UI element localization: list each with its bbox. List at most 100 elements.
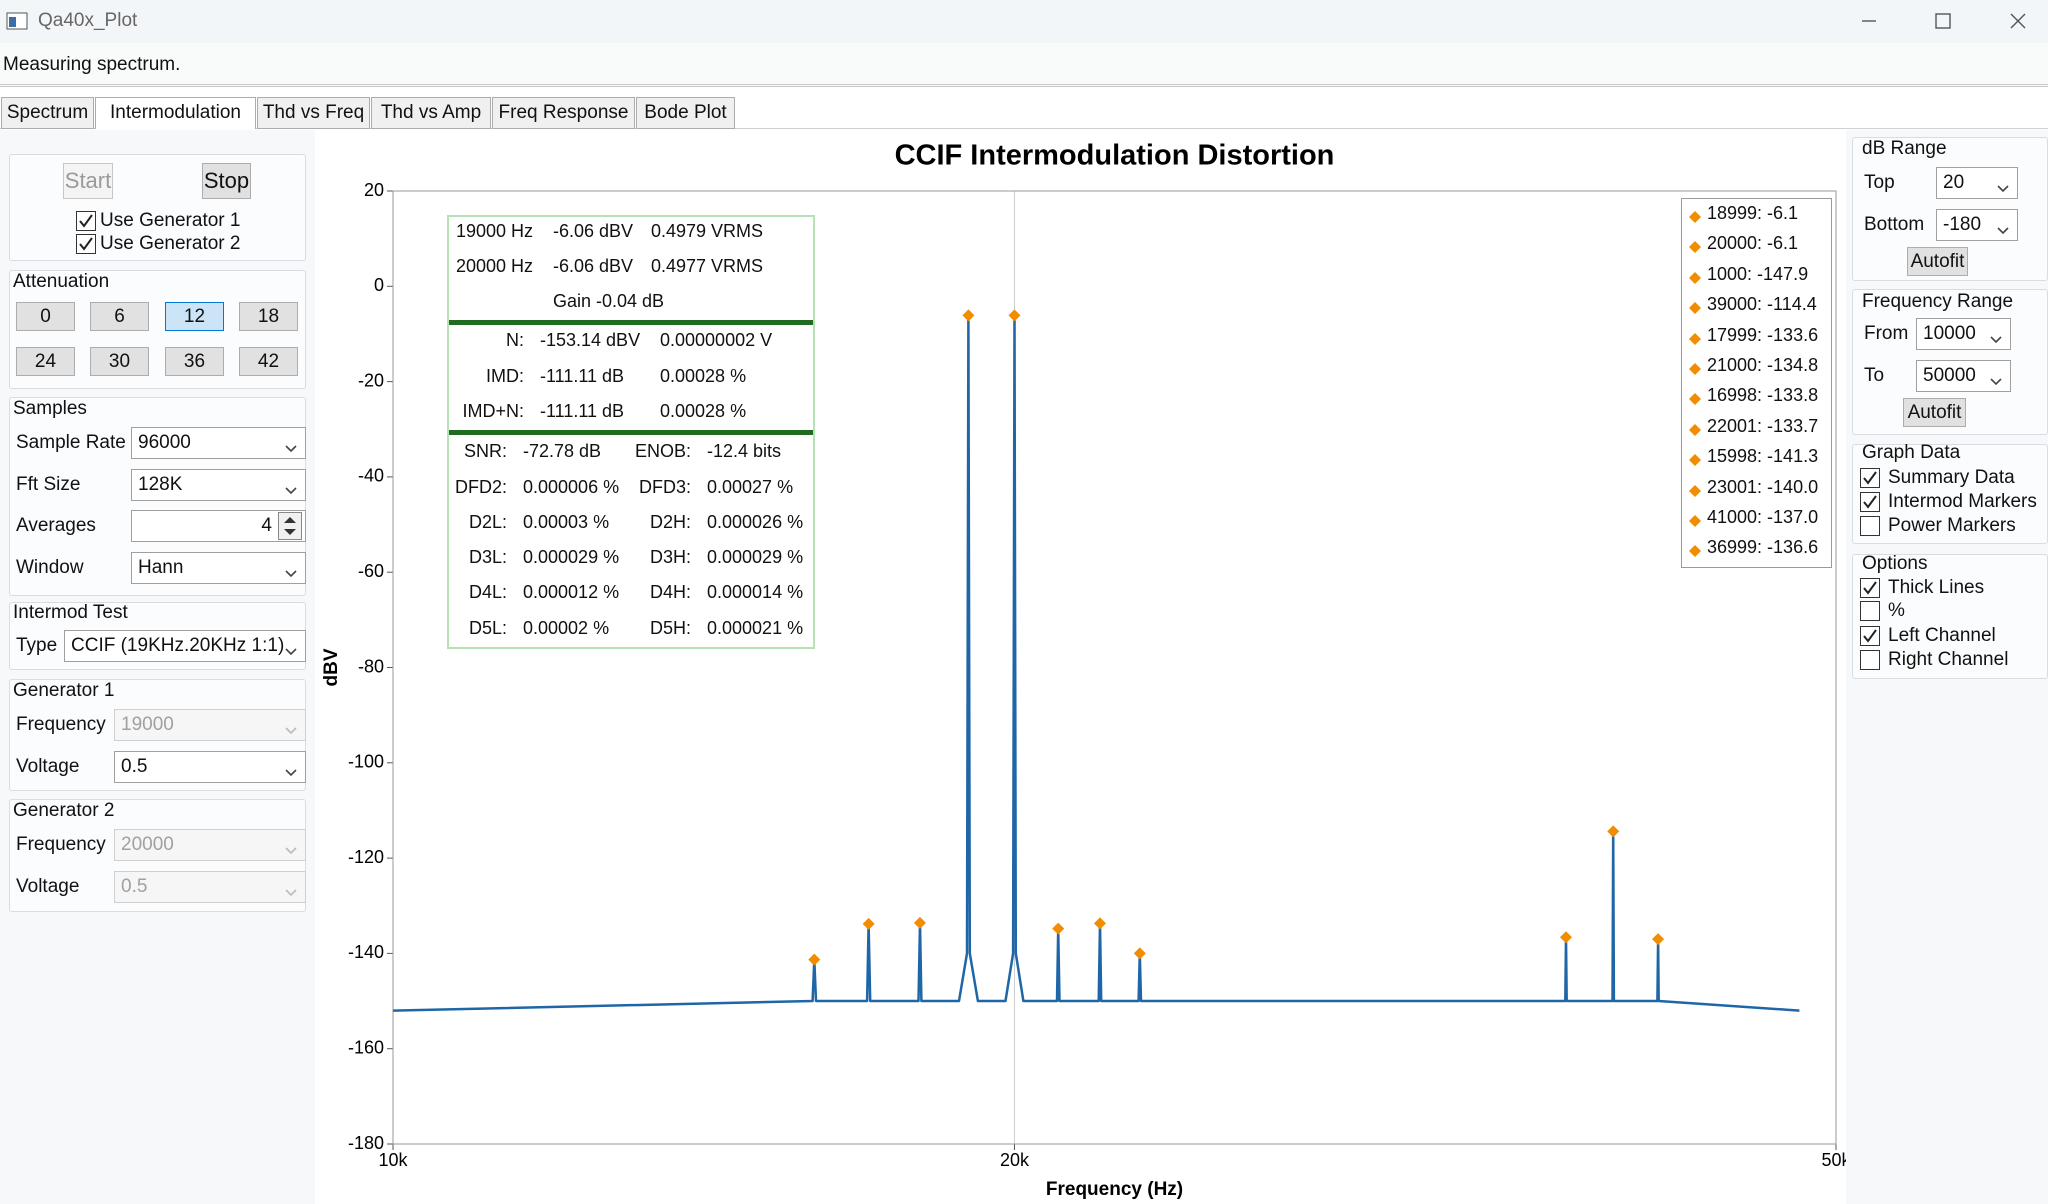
field-label: Voltage [16, 756, 80, 777]
attenuation-button[interactable]: 18 [239, 302, 298, 331]
dropdown[interactable] [131, 552, 306, 584]
icon [1689, 329, 1701, 345]
tab[interactable]: Spectrum [1, 97, 94, 129]
y-tick-label: -60 [358, 561, 384, 581]
summary-cell: 20000 Hz [456, 256, 534, 276]
summary-cell: DFD2: [454, 477, 507, 497]
checkbox[interactable] [1860, 601, 1880, 621]
icon [1934, 12, 1952, 30]
dropdown[interactable] [131, 427, 306, 459]
x-axis-label: Frequency (Hz) [1046, 1179, 1183, 1200]
checkbox-label: Use Generator 1 [100, 210, 241, 231]
tab[interactable]: Intermodulation [95, 97, 256, 129]
icon-glyph [1689, 545, 1701, 558]
tab[interactable]: Thd vs Freq [257, 97, 370, 129]
marker-legend-label: 41000: -137.0 [1707, 507, 1819, 527]
field-value: 20000 [121, 834, 174, 855]
x-tick-label: 10k [378, 1150, 408, 1170]
dropdown[interactable] [131, 469, 306, 501]
icon [284, 762, 298, 777]
attenuation-button[interactable]: 24 [16, 347, 75, 376]
dropdown[interactable] [1936, 167, 2018, 199]
field-label: Voltage [16, 876, 80, 897]
summary-cell: IMD: [486, 366, 524, 386]
attenuation-button[interactable]: 6 [90, 302, 149, 331]
checkbox[interactable] [76, 211, 96, 231]
tab[interactable]: Freq Response [492, 97, 635, 129]
tab[interactable]: Bode Plot [636, 97, 735, 129]
summary-cell: SNR: [463, 441, 507, 461]
status-bar [0, 43, 2048, 87]
y-tick-label: -80 [358, 656, 384, 676]
field-value: 128K [138, 474, 183, 495]
tab-strip-line [0, 128, 2048, 129]
y-tick-label: -180 [348, 1133, 384, 1153]
summary-cell: -111.11 dB [540, 401, 625, 421]
checkbox[interactable] [76, 234, 96, 254]
summary-cell: -6.06 dBV [553, 221, 634, 241]
marker [808, 953, 821, 966]
group-title: Intermod Test [13, 602, 128, 623]
y-tick-label: -100 [348, 752, 384, 772]
dropdown[interactable] [1936, 209, 2018, 241]
marker [1560, 931, 1573, 944]
icon [1996, 220, 2010, 235]
dropdown [114, 829, 306, 861]
checkbox[interactable] [1860, 626, 1880, 646]
button[interactable]: Autofit [1907, 247, 1968, 276]
check-mark [1863, 495, 1877, 509]
attenuation-button[interactable]: 42 [239, 347, 298, 376]
tab[interactable]: Thd vs Amp [371, 97, 491, 129]
icon-glyph [1689, 423, 1701, 436]
attenuation-button[interactable]: 30 [90, 347, 149, 376]
dropdown[interactable] [64, 630, 306, 662]
checkbox[interactable] [1860, 468, 1880, 488]
icon-glyph [1990, 336, 2002, 344]
summary-cell: IMD+N: [462, 401, 524, 421]
icon [284, 438, 298, 453]
checkbox[interactable] [1860, 650, 1880, 670]
y-tick-label: -160 [348, 1037, 384, 1057]
marker [1607, 825, 1620, 838]
marker [962, 309, 975, 322]
spin-box[interactable] [131, 510, 306, 542]
group-title: Graph Data [1862, 442, 1961, 463]
icon [1689, 541, 1701, 558]
dropdown[interactable] [1916, 360, 2011, 392]
icon-glyph [1689, 302, 1701, 315]
marker [1008, 309, 1021, 322]
icon [1689, 268, 1701, 284]
marker-legend-label: 21000: -134.8 [1707, 355, 1819, 375]
summary-cell: -72.78 dB [523, 441, 602, 461]
summary-cell: -153.14 dBV [540, 330, 641, 350]
icon [284, 641, 298, 656]
y-tick-label: -120 [348, 847, 384, 867]
field-label: Top [1864, 172, 1895, 193]
chart-title: CCIF Intermodulation Distortion [895, 140, 1335, 172]
summary-cell: D5L: [468, 618, 507, 638]
icon [1689, 298, 1701, 315]
attenuation-button[interactable]: 36 [165, 347, 224, 376]
checkbox[interactable] [1860, 516, 1880, 536]
button[interactable]: Autofit [1903, 398, 1966, 427]
attenuation-button[interactable]: 12 [165, 302, 224, 331]
dropdown[interactable] [114, 751, 306, 783]
checkbox[interactable] [1860, 578, 1880, 598]
button[interactable]: Stop [202, 163, 251, 199]
summary-cell: D2L: [468, 512, 507, 532]
field-value: 0.5 [121, 876, 148, 897]
summary-cell: 0.00003 % [523, 512, 610, 532]
field-label: Averages [16, 515, 96, 536]
checkbox-label: Thick Lines [1888, 577, 1985, 598]
field-value: 4 [261, 515, 272, 536]
checkbox[interactable] [1860, 492, 1880, 512]
field-label: Fft Size [16, 474, 81, 495]
summary-cell: -12.4 bits [707, 441, 782, 461]
icon [1689, 450, 1701, 467]
icon [278, 512, 302, 540]
icon [2009, 12, 2027, 30]
dropdown[interactable] [1916, 318, 2011, 350]
button: Start [63, 163, 113, 199]
attenuation-button[interactable]: 0 [16, 302, 75, 331]
